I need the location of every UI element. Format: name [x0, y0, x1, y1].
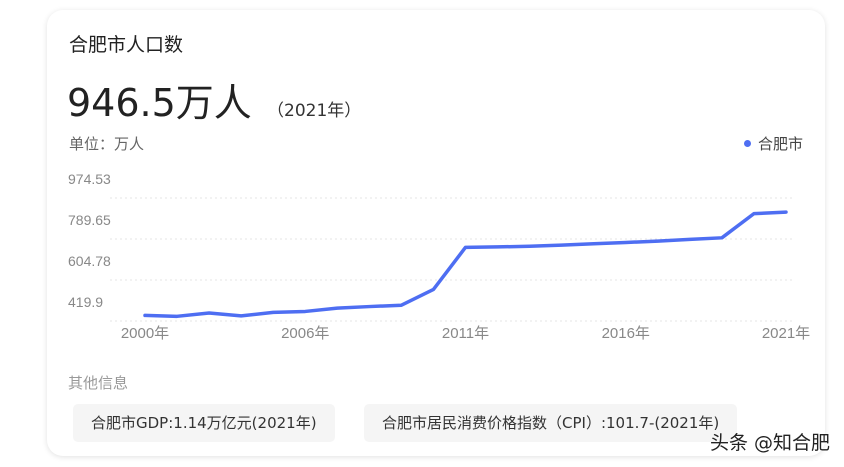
gdp-chip[interactable]: 合肥市GDP:1.14万亿元(2021年) [73, 404, 335, 442]
y-tick-label: 419.9 [68, 294, 103, 310]
headline-year: （2021年） [267, 101, 362, 121]
x-tick-label: 2000年 [121, 325, 169, 342]
y-tick-label: 789.65 [68, 212, 111, 228]
headline-value: 946.5万人 [67, 81, 252, 125]
series-line [143, 210, 788, 319]
line-chart: 974.53 789.65 604.78 419.9 2000年 2006年 2011年 20… [68, 171, 810, 342]
population-card: 合肥市人口数 946.5万人 （2021年） 单位：万人 合肥市 其他信息 合肥… [47, 10, 825, 456]
y-tick-label: 974.53 [68, 171, 111, 187]
unit-label: 单位：万人 [69, 135, 145, 153]
x-tick-label: 2021年 [762, 325, 810, 342]
watermark: 头条 @知合肥 [709, 432, 830, 454]
x-tick-label: 2006年 [281, 325, 329, 342]
y-tick-label: 604.78 [68, 253, 111, 269]
legend-dot-icon [743, 140, 751, 147]
cpi-chip[interactable]: 合肥市居民消费价格指数（CPI）:101.7-(2021年) [364, 404, 738, 442]
card-title: 合肥市人口数 [69, 34, 184, 56]
x-tick-label: 2016年 [602, 325, 650, 342]
legend-label: 合肥市 [757, 135, 803, 153]
other-info-label: 其他信息 [68, 374, 129, 392]
x-tick-label: 2011年 [442, 325, 489, 342]
legend: 合肥市 [743, 133, 803, 154]
